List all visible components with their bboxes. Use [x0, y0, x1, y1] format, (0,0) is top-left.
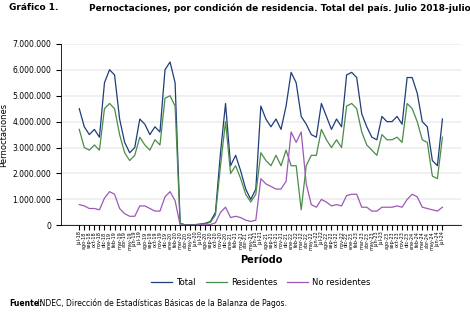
Legend: Total, Residentes, No residentes: Total, Residentes, No residentes — [148, 275, 374, 290]
Residentes — [400, 141, 405, 144]
Total — [157, 130, 163, 134]
No residentes — [400, 205, 405, 209]
Total — [400, 122, 405, 126]
Total — [208, 220, 213, 223]
Residentes — [167, 94, 173, 98]
Residentes — [389, 138, 395, 142]
Text: INDEC, Dirección de Estadísticas Básicas de la Balanza de Pagos.: INDEC, Dirección de Estadísticas Básicas… — [35, 299, 287, 308]
Text: Período: Período — [240, 255, 282, 265]
No residentes — [439, 205, 445, 209]
No residentes — [182, 223, 188, 227]
No residentes — [288, 130, 294, 134]
Total — [182, 223, 188, 227]
Residentes — [415, 120, 420, 124]
No residentes — [157, 209, 163, 213]
Residentes — [157, 143, 163, 147]
Residentes — [77, 127, 82, 131]
Residentes — [208, 220, 213, 224]
Text: Gráfico 1.: Gráfico 1. — [9, 3, 59, 12]
Line: No residentes: No residentes — [79, 132, 442, 225]
Residentes — [268, 164, 274, 167]
No residentes — [203, 223, 208, 227]
Line: Total: Total — [79, 62, 442, 225]
No residentes — [389, 205, 395, 209]
Total — [268, 125, 274, 129]
Residentes — [439, 135, 445, 139]
Total — [167, 60, 173, 64]
Text: Pernoctaciones, por condición de residencia. Total del país. Julio 2018-julio 20: Pernoctaciones, por condición de residen… — [89, 3, 470, 13]
Line: Residentes: Residentes — [79, 96, 442, 225]
No residentes — [77, 203, 82, 207]
Y-axis label: Pernoctaciones: Pernoctaciones — [0, 103, 8, 167]
No residentes — [263, 182, 269, 186]
Total — [389, 120, 395, 124]
Residentes — [182, 223, 188, 227]
No residentes — [415, 195, 420, 199]
Total — [415, 91, 420, 95]
Total — [77, 107, 82, 110]
Total — [439, 117, 445, 121]
Text: Fuente:: Fuente: — [9, 299, 42, 308]
